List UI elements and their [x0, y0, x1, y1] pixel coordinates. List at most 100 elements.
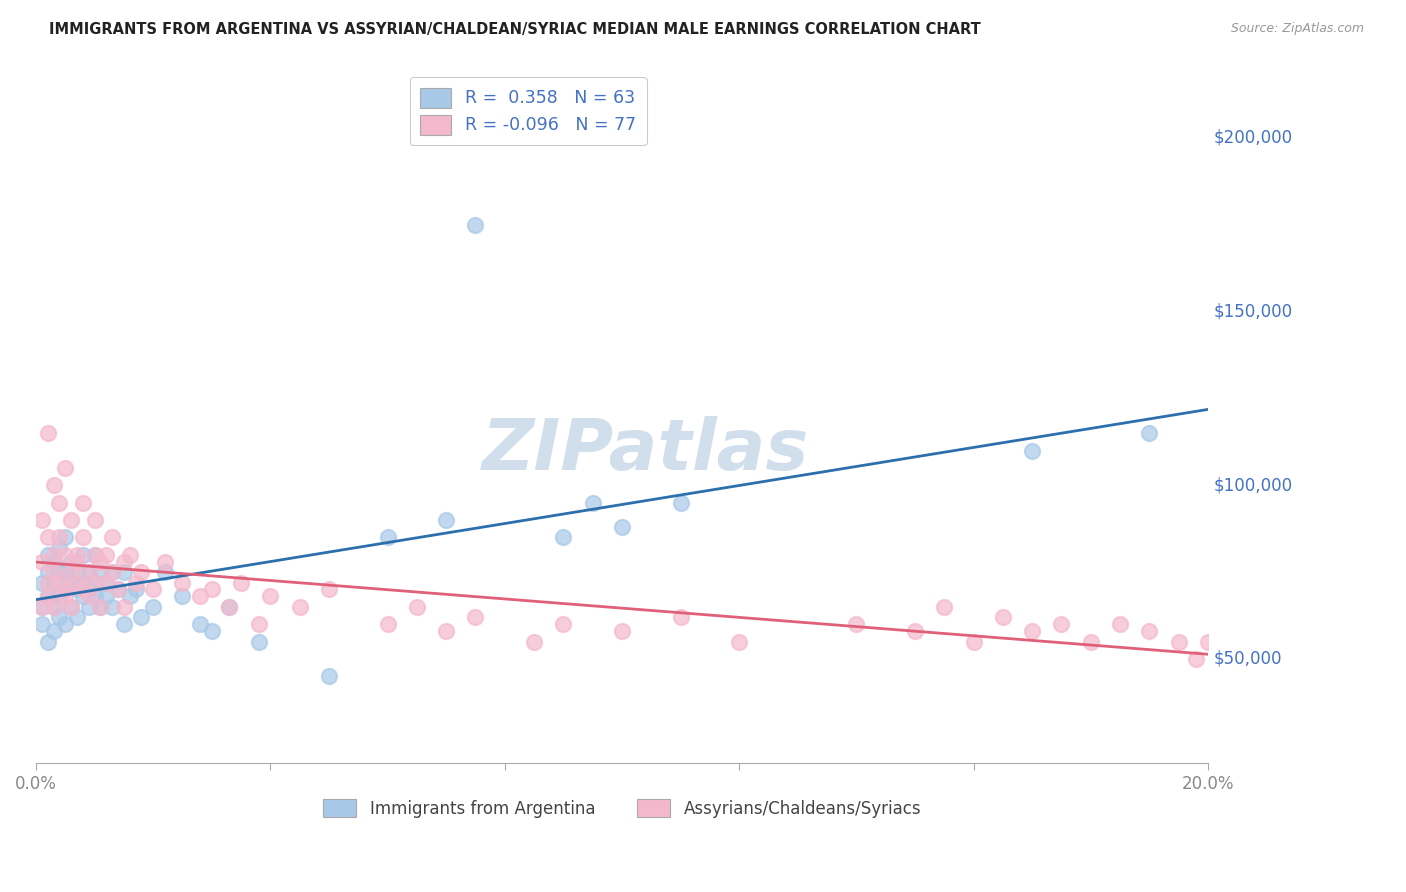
Point [153, 565, 176, 579]
Point [53, 582, 76, 597]
Point [904, 624, 927, 639]
Point [77, 590, 100, 604]
Point [934, 599, 956, 614]
Point [188, 617, 211, 632]
Point [89, 555, 111, 569]
Point [218, 599, 240, 614]
Point [610, 624, 633, 639]
Point [962, 634, 984, 648]
Point [669, 610, 692, 624]
Text: IMMIGRANTS FROM ARGENTINA VS ASSYRIAN/CHALDEAN/SYRIAC MEDIAN MALE EARNINGS CORRE: IMMIGRANTS FROM ARGENTINA VS ASSYRIAN/CH… [49, 22, 981, 37]
Point [1050, 617, 1073, 632]
Point [31, 555, 53, 569]
Point [77, 582, 100, 597]
Point [42, 548, 65, 562]
Point [728, 634, 751, 648]
Point [42, 575, 65, 590]
Point [60, 599, 83, 614]
Point [553, 530, 575, 544]
Point [142, 582, 165, 597]
Legend: Immigrants from Argentina, Assyrians/Chaldeans/Syriacs: Immigrants from Argentina, Assyrians/Cha… [316, 793, 928, 824]
Point [201, 624, 224, 639]
Point [131, 610, 153, 624]
Point [83, 548, 105, 562]
Point [37, 590, 59, 604]
Point [107, 582, 129, 597]
Point [434, 513, 457, 527]
Point [42, 565, 65, 579]
Point [77, 599, 100, 614]
Point [37, 548, 59, 562]
Point [53, 548, 76, 562]
Point [118, 548, 141, 562]
Point [53, 565, 76, 579]
Point [218, 599, 240, 614]
Point [107, 582, 129, 597]
Point [37, 575, 59, 590]
Point [288, 599, 311, 614]
Text: Source: ZipAtlas.com: Source: ZipAtlas.com [1230, 22, 1364, 36]
Point [112, 565, 135, 579]
Point [37, 590, 59, 604]
Point [66, 548, 89, 562]
Point [247, 617, 270, 632]
Point [42, 599, 65, 614]
Point [53, 590, 76, 604]
Point [60, 555, 83, 569]
Point [83, 590, 105, 604]
Point [1137, 426, 1160, 441]
Point [377, 530, 399, 544]
Point [172, 590, 194, 604]
Point [66, 610, 89, 624]
Point [89, 599, 111, 614]
Point [553, 617, 575, 632]
Point [37, 426, 59, 441]
Point [96, 575, 118, 590]
Point [101, 565, 124, 579]
Point [48, 530, 70, 544]
Point [60, 599, 83, 614]
Point [523, 634, 546, 648]
Point [112, 617, 135, 632]
Point [53, 617, 76, 632]
Point [1137, 624, 1160, 639]
Point [259, 590, 281, 604]
Point [318, 669, 340, 683]
Point [83, 548, 105, 562]
Point [1021, 624, 1043, 639]
Point [112, 599, 135, 614]
Point [53, 582, 76, 597]
Point [1197, 634, 1219, 648]
Point [31, 575, 53, 590]
Point [66, 565, 89, 579]
Point [48, 610, 70, 624]
Point [83, 575, 105, 590]
Point [188, 590, 211, 604]
Point [66, 582, 89, 597]
Point [83, 575, 105, 590]
Point [72, 496, 94, 510]
Point [318, 582, 340, 597]
Point [96, 590, 118, 604]
Text: $200,000: $200,000 [1213, 129, 1294, 147]
Point [53, 461, 76, 475]
Point [60, 575, 83, 590]
Text: $150,000: $150,000 [1213, 302, 1294, 320]
Point [89, 599, 111, 614]
Point [464, 610, 486, 624]
Point [89, 565, 111, 579]
Point [31, 513, 53, 527]
Point [42, 555, 65, 569]
Point [72, 575, 94, 590]
Point [72, 548, 94, 562]
Point [72, 582, 94, 597]
Point [31, 599, 53, 614]
Point [142, 599, 165, 614]
Point [53, 530, 76, 544]
Point [1080, 634, 1102, 648]
Point [153, 555, 176, 569]
Point [37, 565, 59, 579]
Point [1167, 634, 1189, 648]
Point [124, 582, 146, 597]
Point [112, 555, 135, 569]
